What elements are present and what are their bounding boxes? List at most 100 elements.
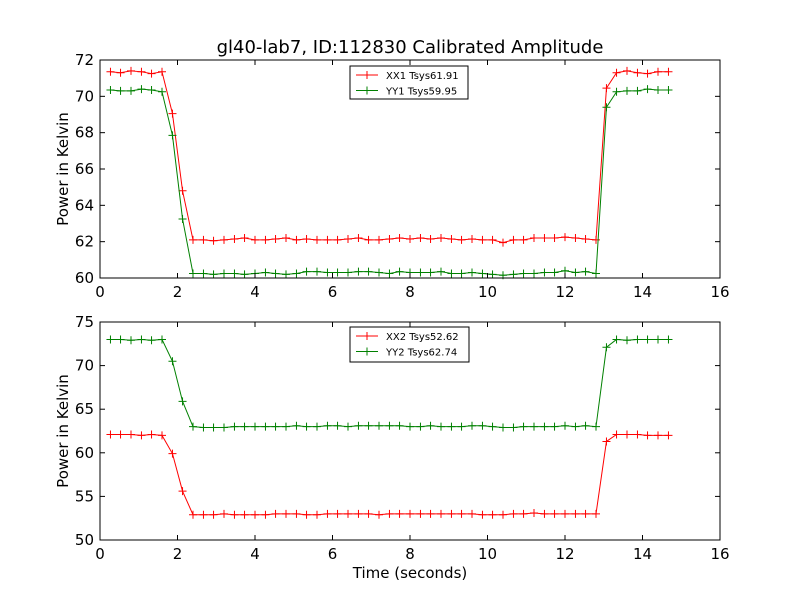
data-point	[137, 85, 146, 94]
data-point	[137, 431, 146, 440]
bottom-plot-panel: 0 2 4 6 8 10 12 14 16 50 55 60 65 70 75 Power in Kelvin…	[54, 313, 730, 582]
data-point	[375, 235, 383, 244]
y-tick-label: 65	[75, 400, 94, 418]
data-point	[189, 235, 197, 244]
data-point	[354, 509, 363, 518]
data-point	[519, 509, 528, 518]
y-tick-label: 60	[75, 444, 94, 462]
data-point	[426, 509, 435, 518]
data-point	[612, 335, 621, 344]
data-point	[457, 235, 466, 244]
x-tick-label: 0	[95, 545, 105, 563]
x-tick-label: 6	[328, 545, 338, 563]
data-point	[220, 423, 228, 432]
data-point	[199, 423, 208, 432]
data-point	[261, 422, 270, 431]
data-point	[261, 268, 270, 277]
data-point	[478, 235, 487, 244]
data-point	[426, 268, 435, 277]
data-point	[437, 234, 445, 243]
data-point	[344, 234, 352, 243]
data-point	[550, 268, 559, 277]
data-point	[550, 422, 559, 431]
legend: XX1 Tsys61.91 YY1 Tsys59.95	[349, 65, 469, 100]
data-point	[313, 267, 321, 276]
data-point	[509, 423, 518, 432]
data-point	[530, 234, 538, 243]
x-tick-label: 0	[95, 283, 105, 301]
data-point	[220, 509, 228, 518]
data-point	[488, 422, 497, 431]
data-point	[395, 421, 404, 430]
data-point	[633, 335, 642, 344]
data-point	[416, 268, 425, 277]
data-point	[230, 269, 239, 278]
data-point	[220, 269, 228, 278]
data-point	[561, 509, 569, 518]
data-point	[323, 235, 332, 244]
legend-marker	[363, 347, 371, 356]
data-point	[106, 85, 115, 94]
x-axis-label: Time (seconds)	[352, 564, 468, 582]
data-point	[323, 268, 332, 277]
data-point	[127, 66, 135, 75]
data-point	[168, 449, 177, 458]
data-point	[416, 422, 425, 431]
data-point	[395, 234, 404, 243]
data-point	[302, 234, 311, 243]
data-point	[230, 422, 239, 431]
data-point	[158, 67, 166, 76]
data-point	[209, 270, 218, 279]
data-point	[261, 510, 270, 519]
data-point	[209, 510, 218, 519]
data-point	[354, 267, 363, 276]
data-point	[623, 86, 631, 95]
data-point	[550, 509, 559, 518]
data-point	[375, 268, 383, 277]
data-point	[509, 235, 518, 244]
data-point	[364, 421, 373, 430]
data-point	[571, 234, 580, 243]
x-tick-label: 12	[555, 283, 574, 301]
data-point	[333, 268, 342, 277]
data-point	[633, 68, 642, 77]
data-point	[385, 269, 394, 278]
data-point	[271, 234, 280, 243]
data-point	[499, 510, 507, 519]
data-point	[344, 422, 352, 431]
data-point	[633, 430, 642, 439]
y-tick-label: 70	[75, 87, 94, 105]
data-point	[519, 235, 528, 244]
data-point	[406, 422, 414, 431]
legend-label: YY2 Tsys62.74	[385, 348, 457, 359]
data-point	[313, 235, 321, 244]
data-point	[158, 431, 166, 440]
x-tick-label: 16	[710, 545, 729, 563]
data-point	[654, 431, 662, 440]
data-point	[488, 235, 497, 244]
y-tick-label: 68	[75, 124, 94, 142]
data-point	[240, 234, 249, 243]
y-axis-label: Power in Kelvin	[54, 374, 72, 488]
x-tick-label: 16	[710, 283, 729, 301]
data-point	[209, 423, 218, 432]
data-point	[147, 85, 156, 94]
data-point	[602, 84, 611, 93]
data-point	[509, 270, 518, 279]
data-point	[116, 335, 125, 344]
y-tick-label: 64	[75, 196, 94, 214]
data-point	[457, 422, 466, 431]
data-point	[406, 234, 414, 243]
data-point	[375, 421, 383, 430]
legend-label: YY1 Tsys59.95	[385, 87, 457, 98]
data-point	[178, 186, 187, 195]
data-point	[220, 235, 228, 244]
data-point	[313, 510, 321, 519]
data-point	[178, 487, 187, 496]
data-point	[406, 509, 414, 518]
data-point	[612, 87, 621, 96]
data-point	[426, 421, 435, 430]
data-point	[251, 235, 259, 244]
